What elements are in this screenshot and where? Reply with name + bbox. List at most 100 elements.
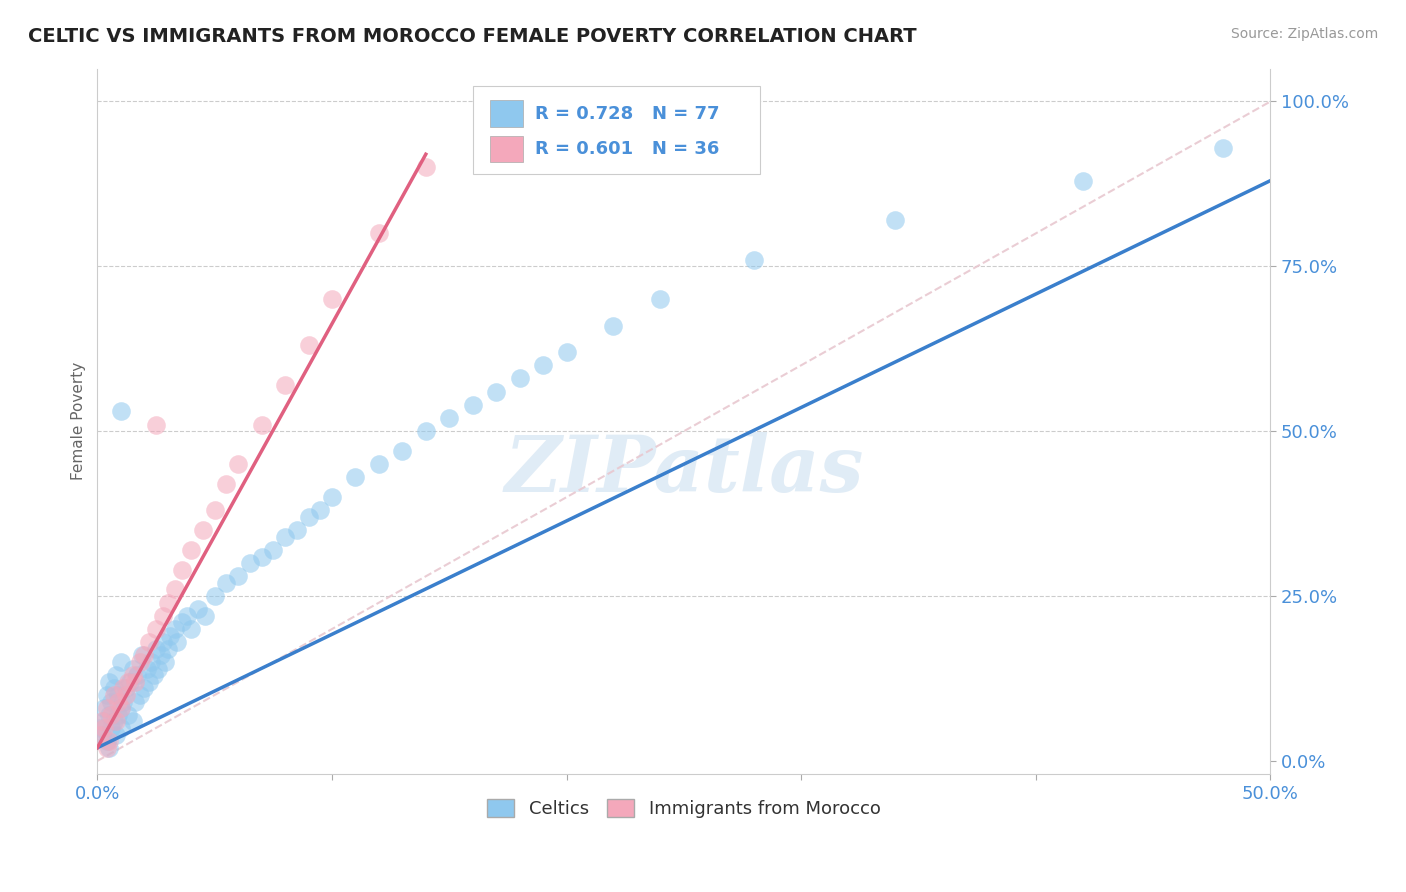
Point [187,602,209,616]
Point [285,523,308,537]
Point [89,721,111,735]
Point [100,721,122,735]
Point [742,252,765,267]
Point [180,542,202,557]
Bar [491,100,523,127]
Point [141,655,163,669]
FancyBboxPatch shape [472,87,761,174]
Text: R = 0.728   N = 77: R = 0.728 N = 77 [534,104,720,123]
Point [391,444,413,458]
Point [89,727,111,741]
Point [105,727,128,741]
Point [114,681,136,696]
Point [124,674,146,689]
Text: Source: ZipAtlas.com: Source: ZipAtlas.com [1230,27,1378,41]
Point [121,668,143,682]
Point [156,641,179,656]
Point [367,227,389,241]
Point [105,668,128,682]
Point [135,662,157,676]
Point [156,596,179,610]
Point [138,635,160,649]
Point [884,213,907,227]
Point [215,575,238,590]
Point [309,503,332,517]
Point [1071,173,1094,187]
Point [215,477,238,491]
Point [262,542,284,557]
Point [1212,141,1234,155]
Point [107,707,129,722]
Point [91,714,114,729]
Point [159,629,181,643]
Point [555,345,578,359]
Point [127,668,149,682]
Point [110,655,132,669]
Point [96,740,118,755]
Point [117,707,139,722]
Point [439,411,461,425]
Point [239,556,262,570]
Point [344,470,367,484]
Point [461,398,484,412]
Point [131,648,153,663]
Point [204,589,226,603]
Point [297,338,319,352]
Point [163,582,186,597]
Point [145,622,167,636]
Point [96,688,118,702]
Point [134,648,156,663]
Point [170,615,193,630]
Legend: Celtics, Immigrants from Morocco: Celtics, Immigrants from Morocco [479,791,887,825]
Point [274,530,297,544]
Point [107,695,129,709]
Point [148,662,170,676]
Point [121,662,143,676]
Point [96,701,118,715]
Point [110,701,132,715]
Point [149,648,172,663]
Point [121,714,143,729]
Point [124,695,146,709]
Point [155,655,177,669]
Point [509,371,531,385]
Point [180,622,202,636]
Point [110,404,132,418]
Bar [491,136,523,162]
Point [650,293,672,307]
Point [98,674,121,689]
Point [120,674,142,689]
Point [98,740,121,755]
Point [105,714,128,729]
Point [100,707,122,722]
Point [100,695,122,709]
Point [321,490,343,504]
Point [297,510,319,524]
Y-axis label: Female Poverty: Female Poverty [72,362,86,481]
Point [602,318,624,333]
Point [98,707,121,722]
Point [226,457,249,471]
Point [194,608,217,623]
Point [250,549,273,564]
Point [110,721,132,735]
Point [93,714,115,729]
Text: R = 0.601   N = 36: R = 0.601 N = 36 [534,140,720,158]
Point [93,701,115,715]
Point [250,417,273,432]
Text: CELTIC VS IMMIGRANTS FROM MOROCCO FEMALE POVERTY CORRELATION CHART: CELTIC VS IMMIGRANTS FROM MOROCCO FEMALE… [28,27,917,45]
Point [142,668,165,682]
Point [138,674,160,689]
Point [117,674,139,689]
Point [145,417,167,432]
Point [531,358,554,372]
Point [152,608,174,623]
Point [274,378,297,392]
Point [110,701,132,715]
Point [145,641,167,656]
Point [128,688,150,702]
Point [191,523,214,537]
Point [321,293,343,307]
Point [98,734,121,748]
Point [485,384,508,399]
